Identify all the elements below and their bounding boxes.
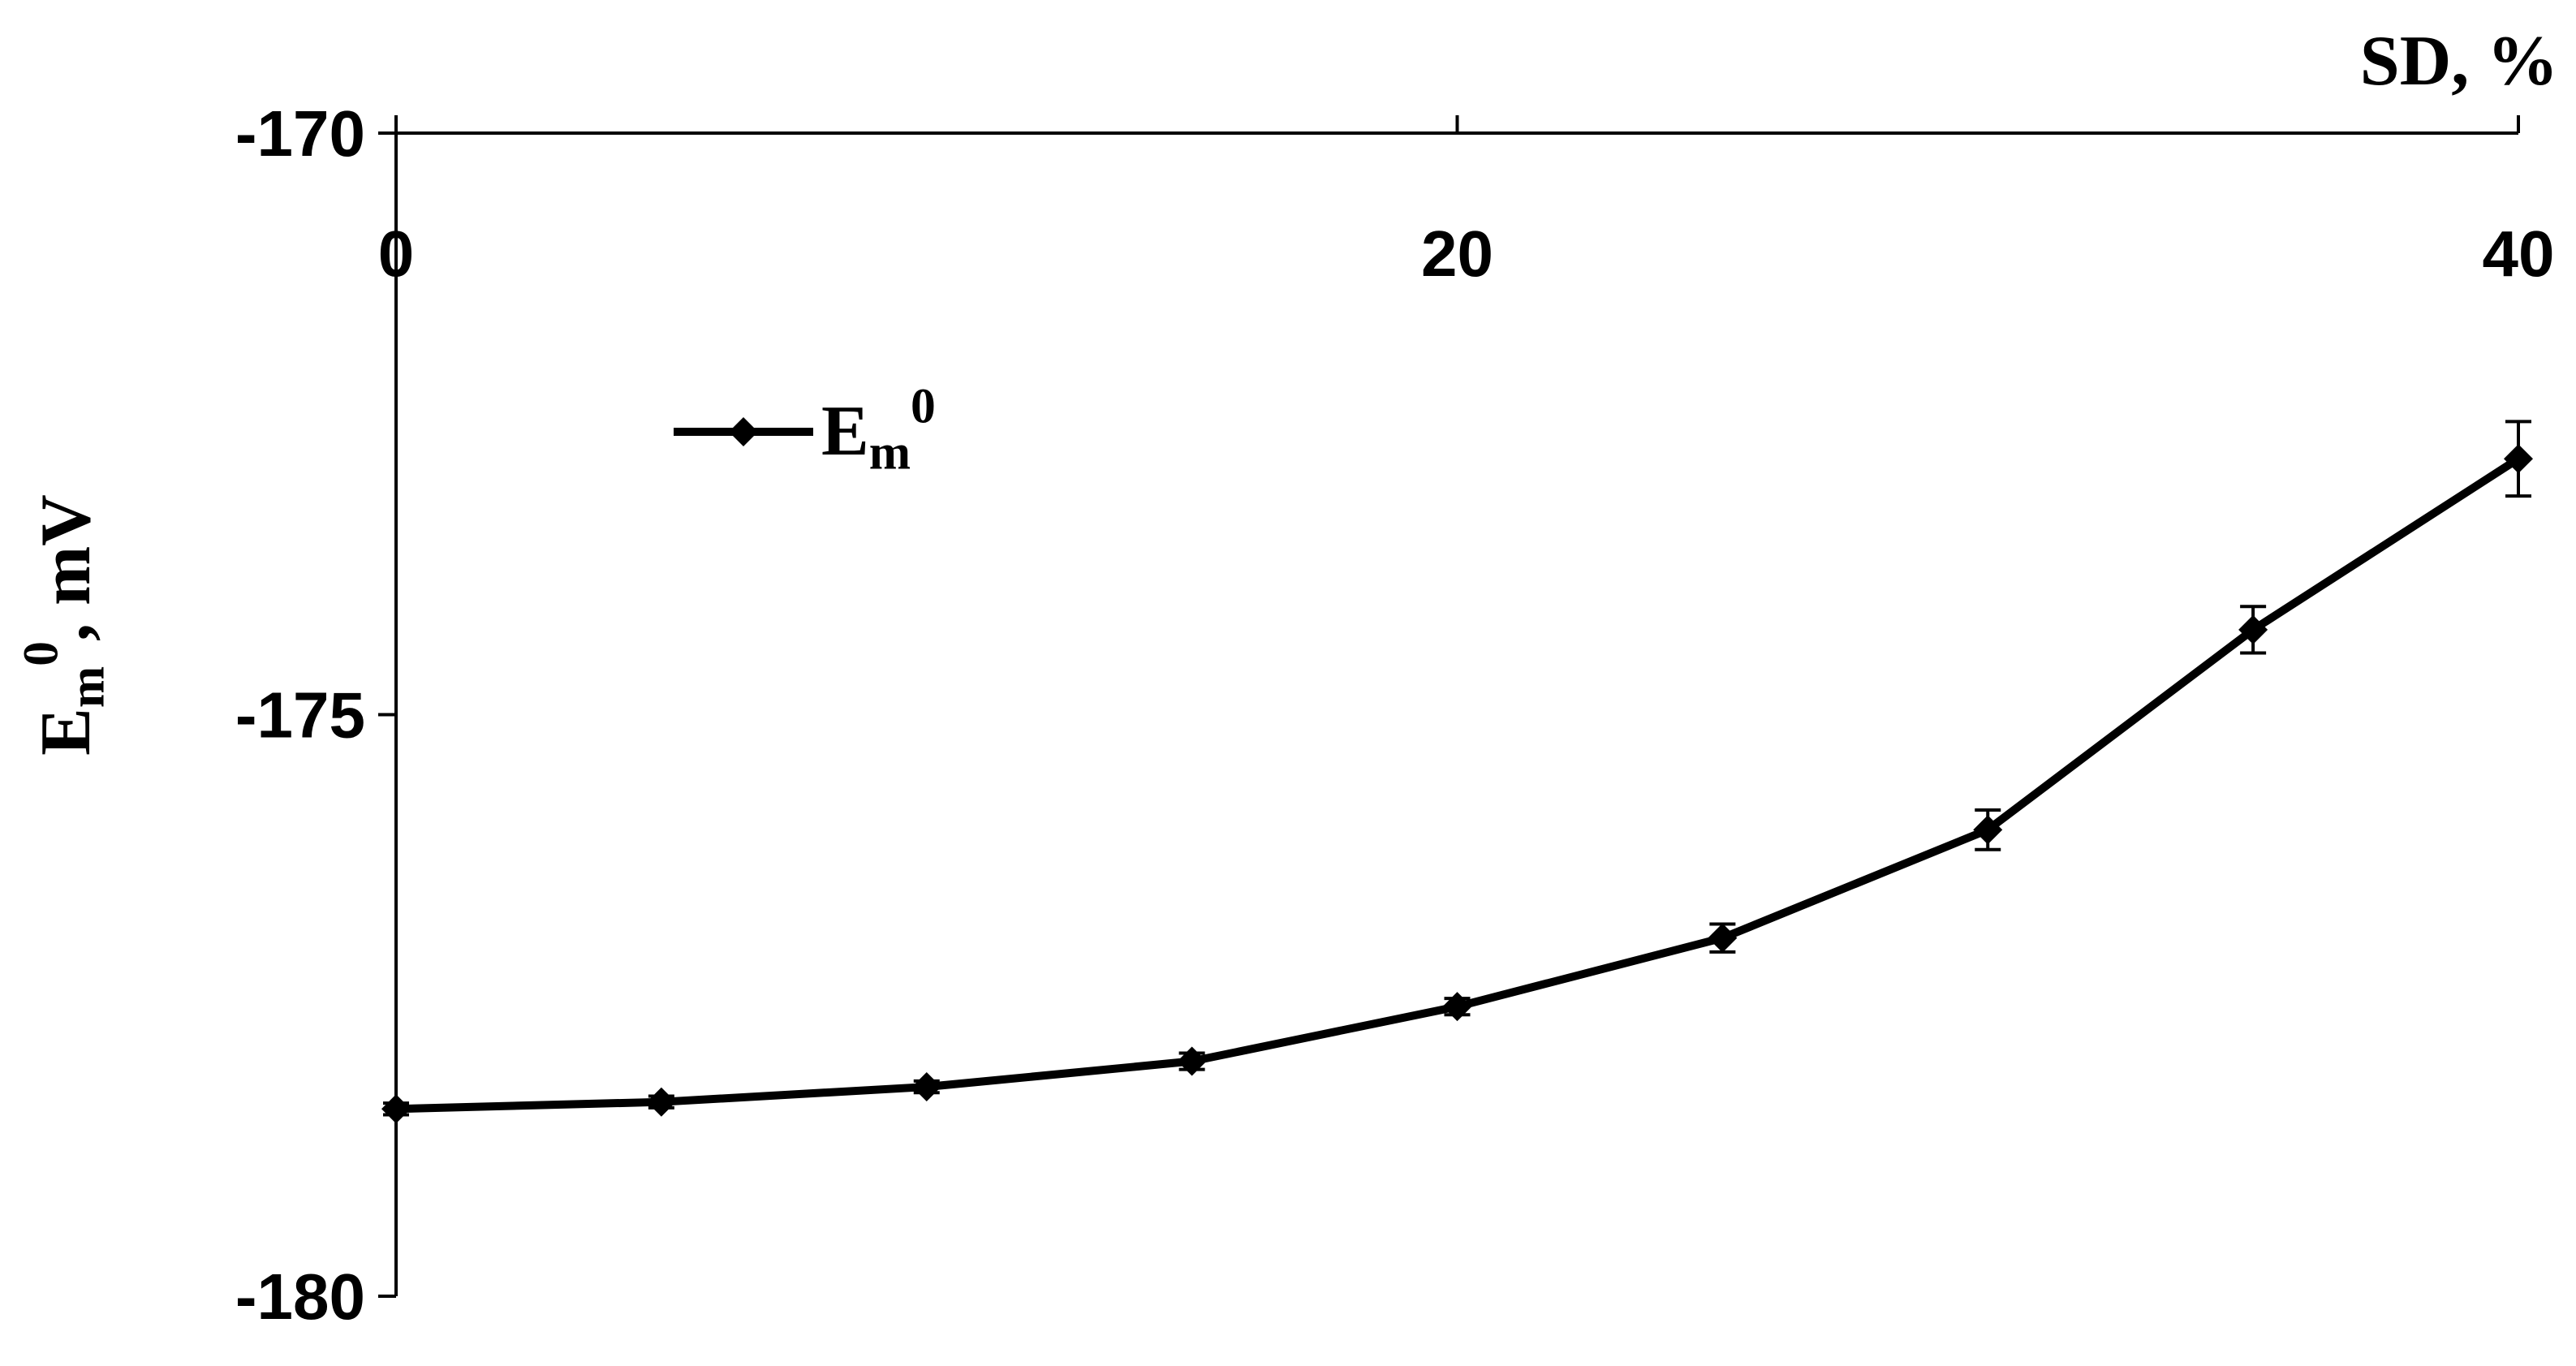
y-axis-title: Em0, mV — [13, 494, 114, 756]
x-tick-label: 20 — [1421, 218, 1493, 290]
data-point — [2504, 444, 2533, 474]
data-point — [1708, 923, 1738, 953]
data-point — [1177, 1046, 1207, 1076]
data-point — [2238, 614, 2268, 644]
data-point — [1973, 815, 2003, 845]
legend-label: Em0 — [821, 378, 936, 480]
data-point — [381, 1094, 411, 1124]
y-tick-label: -180 — [235, 1260, 365, 1333]
data-point — [1442, 992, 1472, 1022]
data-point — [646, 1087, 676, 1117]
y-tick-label: -175 — [235, 679, 365, 752]
x-axis-title: SD, % — [2360, 22, 2559, 101]
legend-marker — [729, 417, 758, 446]
x-tick-label: 0 — [378, 218, 415, 290]
x-tick-label: 40 — [2483, 218, 2555, 290]
y-tick-label: -170 — [235, 97, 365, 170]
data-point — [911, 1072, 941, 1102]
